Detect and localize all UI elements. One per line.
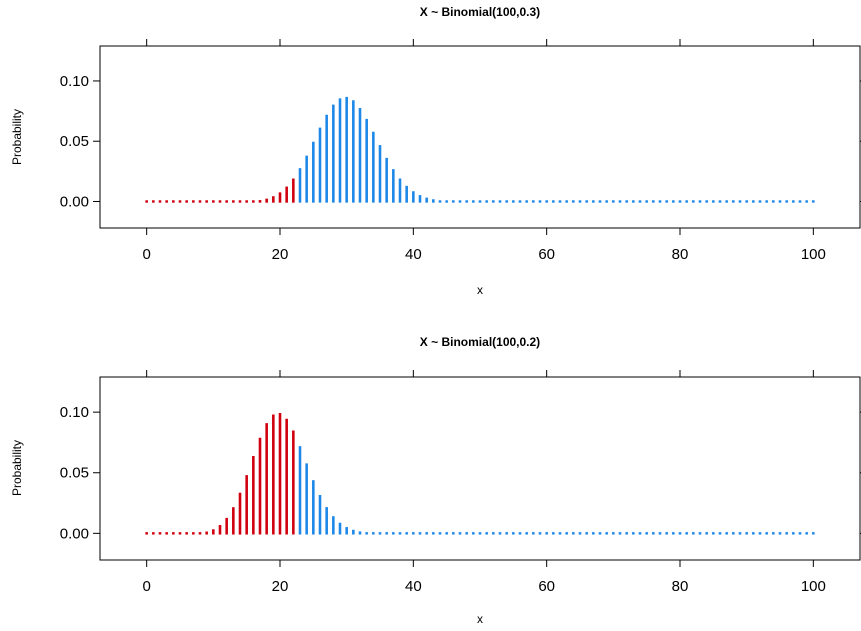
x-tick-label: 40 xyxy=(405,246,422,263)
panel-2-ylabel: Probability xyxy=(10,440,24,496)
panel-1-frame xyxy=(99,45,861,229)
x-tick-label: 100 xyxy=(801,578,826,595)
panel-2: X ~ Binomial(100,0.2) 0 20 40 60 80 100 0.00 0.… xyxy=(10,335,861,626)
y-tick-label: 0.10 xyxy=(60,404,89,421)
y-tick-label: 0.00 xyxy=(60,525,89,542)
panel-2-ticks: 0 20 40 60 80 100 0.00 0.05 0.10 xyxy=(60,370,861,595)
x-tick-label: 80 xyxy=(672,578,689,595)
panel-1: X ~ Binomial(100,0.3) 0 20 40 60 80 100 0.00 0.… xyxy=(10,5,861,297)
x-tick-label: 20 xyxy=(272,246,289,263)
panel-1-ylabel: Probability xyxy=(10,109,24,165)
y-tick-label: 0.05 xyxy=(60,133,89,150)
y-tick-label: 0.05 xyxy=(60,465,89,482)
panel-1-title: X ~ Binomial(100,0.3) xyxy=(420,5,540,19)
panel-2-frame xyxy=(99,376,861,561)
x-tick-label: 20 xyxy=(272,578,289,595)
y-tick-label: 0.10 xyxy=(60,73,89,90)
y-tick-label: 0.00 xyxy=(60,193,89,210)
x-tick-label: 0 xyxy=(142,246,150,263)
panel-1-xlabel: x xyxy=(477,283,483,297)
x-tick-label: 60 xyxy=(538,578,555,595)
x-tick-label: 40 xyxy=(405,578,422,595)
x-tick-label: 0 xyxy=(142,578,150,595)
panel-2-xlabel: x xyxy=(477,612,483,626)
x-tick-label: 60 xyxy=(538,246,555,263)
x-tick-label: 100 xyxy=(801,246,826,263)
panel-1-bars xyxy=(145,96,815,203)
x-tick-label: 80 xyxy=(672,246,689,263)
panel-2-title: X ~ Binomial(100,0.2) xyxy=(420,335,540,349)
panel-2-bars xyxy=(145,412,815,535)
panel-1-ticks: 0 20 40 60 80 100 0.00 0.05 0.10 xyxy=(60,39,861,263)
